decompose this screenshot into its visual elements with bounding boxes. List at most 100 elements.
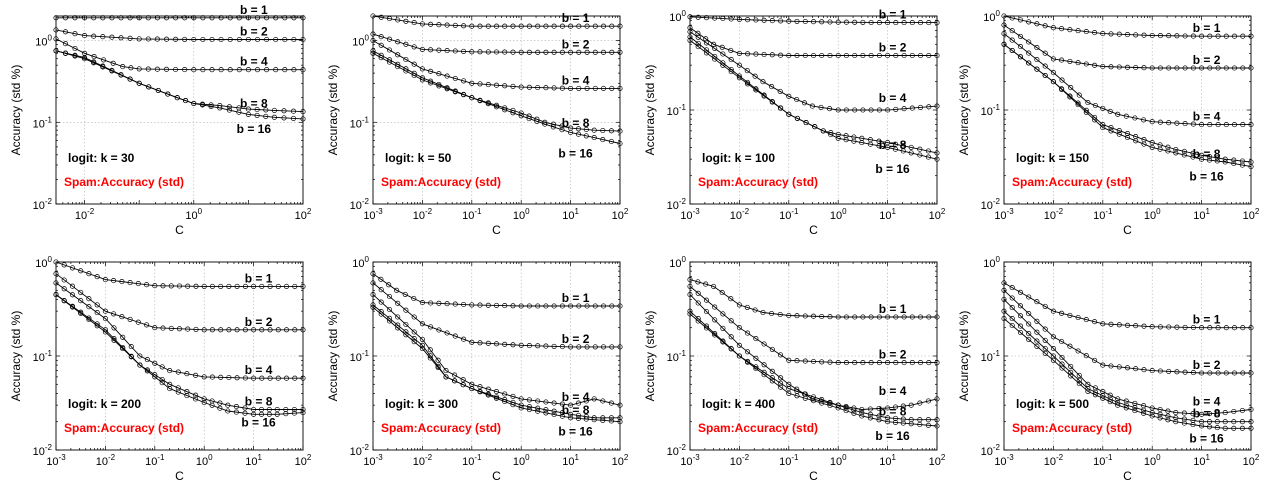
data-point (292, 283, 298, 289)
data-point (1116, 64, 1122, 70)
data-point (600, 49, 607, 55)
series-line (55, 29, 303, 40)
y-tick-label: 100 (669, 9, 686, 24)
data-point (1214, 425, 1220, 431)
data-point (1108, 31, 1114, 37)
data-point (1223, 325, 1229, 331)
data-point (1026, 39, 1032, 45)
data-point (1222, 159, 1228, 165)
data-point (53, 271, 59, 277)
data-point (745, 330, 751, 336)
data-point (885, 419, 891, 425)
data-point (136, 15, 142, 21)
data-point (518, 110, 524, 116)
data-point (452, 48, 458, 54)
data-point (526, 397, 532, 403)
data-point (534, 118, 540, 124)
data-point (1240, 370, 1246, 376)
data-point (568, 344, 574, 350)
data-point (559, 23, 565, 29)
data-point (1092, 30, 1098, 36)
data-point (403, 56, 409, 63)
data-point (1124, 365, 1131, 371)
data-point (419, 77, 425, 83)
x-axis-label: C (1123, 469, 1132, 483)
data-point (535, 303, 541, 309)
data-point (395, 17, 401, 23)
data-point (909, 314, 915, 320)
data-point (386, 282, 392, 288)
data-point (154, 66, 160, 72)
data-point (851, 410, 857, 416)
data-point (1026, 331, 1032, 337)
series-line (55, 294, 304, 415)
data-point (885, 140, 891, 146)
data-point (502, 341, 508, 347)
data-point (584, 49, 590, 55)
data-point (1068, 363, 1074, 369)
data-point (1157, 406, 1163, 413)
data-point (266, 406, 272, 413)
data-point (892, 141, 899, 147)
data-point (1132, 405, 1138, 411)
x-tick-label: 102 (929, 453, 946, 468)
data-point (794, 358, 800, 364)
data-point (600, 417, 606, 423)
data-point (1059, 86, 1065, 92)
data-point (901, 20, 907, 26)
data-point (526, 49, 532, 55)
data-point (136, 80, 142, 86)
data-point (469, 95, 475, 101)
data-point (226, 327, 232, 333)
data-point (419, 342, 425, 348)
data-point (69, 292, 76, 298)
data-point (1165, 148, 1171, 154)
data-point (386, 16, 393, 22)
data-point (193, 392, 199, 398)
data-point (575, 131, 582, 137)
data-point (1181, 420, 1187, 426)
series-line (372, 52, 621, 144)
x-axis-label: C (175, 223, 184, 237)
data-point (1092, 62, 1098, 68)
data-point (852, 360, 858, 366)
data-point (687, 34, 693, 40)
data-point (868, 19, 874, 26)
data-point (695, 14, 701, 20)
data-point (1001, 22, 1007, 28)
data-point (185, 283, 191, 289)
x-tick-label: 102 (295, 453, 312, 468)
data-point (452, 89, 458, 95)
data-point (926, 360, 932, 366)
data-point (173, 66, 179, 73)
data-point (266, 411, 272, 417)
data-point (1214, 410, 1220, 416)
data-point (1141, 367, 1147, 373)
data-point (860, 314, 866, 320)
data-point (1001, 41, 1007, 47)
data-point (1034, 299, 1040, 305)
data-point (778, 375, 784, 381)
data-point (209, 402, 215, 408)
data-point (300, 67, 306, 73)
data-point (608, 128, 614, 134)
annotation-spam: Spam:Accuracy (std) (381, 421, 501, 435)
data-point (1199, 370, 1205, 376)
data-point (403, 329, 409, 335)
x-axis-label: C (809, 469, 818, 483)
data-point (1166, 368, 1172, 374)
x-tick-label: 10-2 (1044, 207, 1064, 222)
data-point (245, 111, 251, 117)
data-point (444, 22, 450, 28)
data-point (273, 36, 279, 43)
data-point (159, 380, 165, 386)
data-point (61, 298, 67, 304)
data-point (917, 152, 923, 158)
data-point (264, 67, 270, 73)
y-axis-label: Accuracy (std %) (326, 311, 340, 402)
data-point (300, 375, 306, 381)
data-point (1059, 365, 1065, 371)
data-point (111, 337, 117, 343)
data-point (1108, 363, 1114, 369)
data-point (1231, 33, 1238, 39)
